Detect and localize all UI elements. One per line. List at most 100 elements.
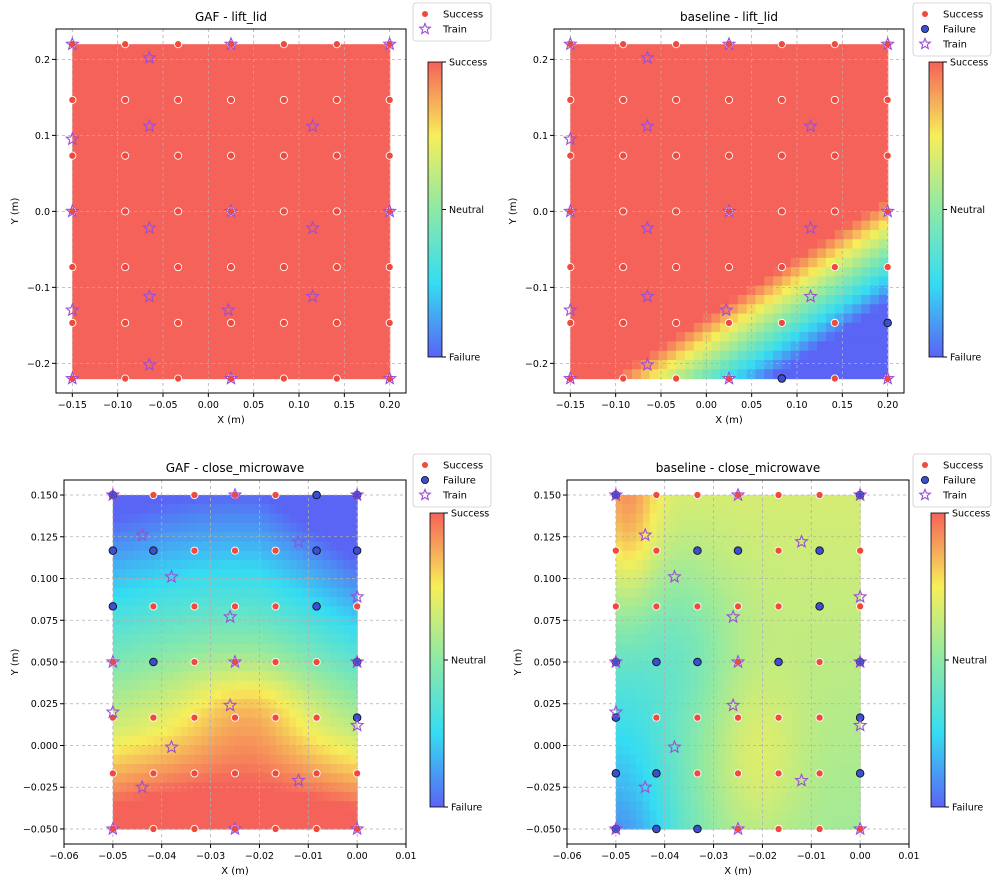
gaf-lift-lid-heatmap-cell	[134, 183, 144, 194]
baseline-lift-lid-heatmap-cell	[623, 257, 633, 268]
baseline-lift-lid-heatmap-cell	[861, 127, 871, 138]
success-point	[230, 713, 240, 722]
baseline-close-microwave-heatmap-cell	[710, 643, 719, 654]
baseline-close-microwave-heatmap-cell	[670, 801, 678, 812]
baseline-lift-lid-heatmap-cell	[720, 332, 730, 343]
gaf-lift-lid-heatmap-cell	[81, 322, 91, 333]
baseline-lift-lid-heatmap-cell	[825, 127, 836, 138]
gaf-lift-lid-heatmap-cell	[89, 332, 100, 343]
gaf-lift-lid-heatmap-cell	[125, 267, 135, 277]
baseline-lift-lid-heatmap-cell	[852, 72, 862, 82]
gaf-lift-lid-heatmap-cell	[160, 81, 170, 92]
baseline-lift-lid-heatmap-cell	[596, 72, 607, 82]
gaf-close-microwave-heatmap-cell	[187, 754, 195, 765]
gaf-lift-lid-heatmap-cell	[134, 304, 144, 315]
gaf-close-microwave-heatmap-cell	[207, 708, 216, 719]
gaf-close-microwave-heatmap-cell	[187, 726, 195, 737]
gaf-lift-lid-heatmap-cell	[222, 220, 232, 231]
baseline-lift-lid-heatmap-cell	[870, 267, 880, 277]
gaf-lift-lid-heatmap-cell	[336, 72, 347, 82]
baseline-lift-lid-heatmap-cell	[878, 109, 889, 120]
gaf-lift-lid-heatmap-cell	[239, 72, 250, 82]
baseline-lift-lid-heatmap-cell	[605, 229, 615, 240]
baseline-lift-lid-heatmap-cell	[790, 127, 801, 138]
gaf-close-microwave-heatmap-cell	[235, 550, 243, 561]
gaf-lift-lid-heatmap-cell	[257, 81, 267, 92]
gaf-lift-lid-heatmap-cell	[283, 118, 294, 129]
baseline-lift-lid-heatmap-cell	[720, 109, 730, 120]
gaf-close-microwave-heatmap-cell	[289, 559, 297, 570]
gaf-close-microwave-heatmap-cell	[221, 513, 229, 524]
baseline-lift-lid-heatmap-cell	[737, 239, 748, 250]
gaf-lift-lid-heatmap-cell	[222, 304, 232, 315]
gaf-lift-lid-heatmap-cell	[380, 257, 391, 268]
baseline-lift-lid-heatmap-cell	[676, 90, 686, 101]
gaf-close-microwave-heatmap-cell	[268, 569, 277, 580]
baseline-lift-lid-heatmap-cell	[640, 304, 651, 315]
gaf-close-microwave-heatmap-cell	[180, 643, 189, 654]
gaf-close-microwave-heatmap-cell	[173, 819, 182, 830]
success-point	[279, 151, 288, 160]
baseline-close-microwave-heatmap-cell	[670, 810, 678, 821]
gaf-lift-lid-heatmap-cell	[301, 276, 311, 287]
train-point	[222, 697, 238, 712]
gaf-lift-lid-heatmap-cell	[72, 248, 82, 259]
baseline-close-microwave-heatmap-cell	[670, 541, 678, 552]
gaf-close-microwave-heatmap-cell	[187, 745, 195, 756]
gaf-lift-lid-xtick-label: 0.15	[334, 400, 355, 411]
baseline-lift-lid-heatmap-cell	[852, 313, 862, 324]
baseline-lift-lid-heatmap-cell	[720, 229, 730, 240]
gaf-close-microwave-heatmap-cell	[241, 606, 250, 617]
gaf-lift-lid-heatmap-cell	[319, 220, 329, 231]
gaf-close-microwave-heatmap-cell	[336, 513, 345, 524]
baseline-lift-lid-heatmap-cell	[773, 294, 783, 305]
baseline-lift-lid-heatmap-cell	[781, 127, 792, 138]
gaf-close-microwave-heatmap-cell	[248, 634, 256, 645]
baseline-close-microwave-heatmap-cell	[697, 736, 705, 747]
baseline-lift-lid-heatmap-cell	[587, 369, 598, 380]
baseline-lift-lid-heatmap-cell	[684, 257, 695, 268]
gaf-lift-lid-heatmap-cell	[195, 257, 206, 268]
gaf-close-microwave-ytick-label: 0.050	[31, 658, 58, 669]
gaf-lift-lid-heatmap-cell	[195, 341, 206, 352]
baseline-close-microwave-heatmap-cell	[710, 764, 719, 774]
gaf-lift-lid-heatmap-cell	[160, 350, 170, 361]
gaf-close-microwave-heatmap-cell	[119, 652, 128, 663]
gaf-lift-lid-heatmap-cell	[363, 62, 373, 73]
baseline-close-microwave-heatmap-cell	[744, 569, 753, 580]
gaf-close-microwave-heatmap-cell	[262, 810, 270, 821]
baseline-close-microwave-heatmap-cell	[636, 754, 644, 765]
gaf-close-microwave-heatmap-cell	[350, 578, 358, 589]
baseline-lift-lid-heatmap-cell	[799, 211, 809, 222]
baseline-lift-lid-heatmap-cell	[764, 155, 774, 166]
baseline-close-microwave-heatmap-cell	[676, 764, 685, 774]
baseline-close-microwave-heatmap-cell	[690, 745, 698, 756]
baseline-lift-lid-heatmap-cell	[623, 313, 633, 324]
gaf-lift-lid-heatmap-cell	[169, 220, 179, 231]
gaf-lift-lid-heatmap-cell	[195, 90, 206, 101]
gaf-lift-lid-heatmap-cell	[257, 267, 267, 277]
baseline-lift-lid-heatmap-cell	[632, 276, 642, 287]
baseline-lift-lid-heatmap-cell	[579, 81, 589, 92]
gaf-lift-lid-heatmap-cell	[275, 174, 285, 185]
gaf-close-microwave-heatmap-cell	[275, 736, 284, 747]
gaf-close-microwave-heatmap-cell	[289, 522, 297, 533]
gaf-lift-lid-heatmap-cell	[142, 174, 153, 185]
baseline-lift-lid-heatmap-cell	[843, 53, 854, 64]
baseline-lift-lid-heatmap-cell	[649, 341, 660, 352]
baseline-close-microwave-heatmap-cell	[629, 680, 637, 691]
success-point	[332, 207, 341, 216]
gaf-close-microwave-heatmap-cell	[201, 801, 209, 812]
gaf-lift-lid-heatmap-cell	[204, 248, 214, 259]
gaf-close-microwave-heatmap-cell	[350, 634, 358, 645]
baseline-close-microwave-heatmap-cell	[744, 559, 753, 570]
baseline-lift-lid-heatmap-cell	[693, 155, 704, 166]
success-point	[830, 207, 839, 216]
baseline-lift-lid-heatmap-cell	[764, 164, 774, 175]
gaf-lift-lid-heatmap-cell	[195, 248, 206, 259]
gaf-close-microwave-heatmap-cell	[126, 726, 134, 737]
gaf-close-microwave-heatmap-cell	[187, 810, 195, 821]
baseline-lift-lid-heatmap-cell	[755, 99, 765, 110]
baseline-lift-lid-ytick-label: 0.0	[533, 207, 548, 218]
gaf-lift-lid-heatmap-cell	[213, 183, 223, 194]
